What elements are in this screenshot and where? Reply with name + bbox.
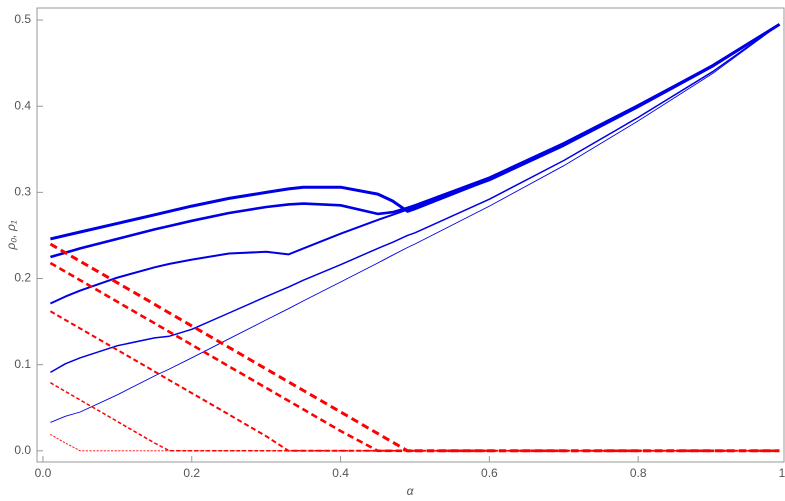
y-tick-label: 0.3 xyxy=(14,185,31,199)
y-tick-label: 0.1 xyxy=(14,357,31,371)
data-line xyxy=(50,434,780,452)
data-line xyxy=(49,310,780,452)
x-tick-label: 0.2 xyxy=(183,466,200,480)
y-tick-label: 0.0 xyxy=(14,443,31,457)
data-line xyxy=(50,23,780,374)
y-tick-label: 0.4 xyxy=(14,98,31,112)
data-line xyxy=(49,242,780,453)
data-line xyxy=(50,24,780,423)
y-tick-label: 0.2 xyxy=(14,271,31,285)
data-line xyxy=(49,261,780,453)
data-line xyxy=(50,382,780,452)
x-tick-label: 0.0 xyxy=(35,466,52,480)
x-axis-label: α xyxy=(407,484,415,498)
data-line xyxy=(49,23,781,305)
x-tick-label: 1.0 xyxy=(779,466,785,480)
data-line xyxy=(50,23,781,259)
x-tick-label: 0.8 xyxy=(630,466,647,480)
y-axis-label: ρ₀, ρ₁ xyxy=(4,220,18,250)
y-tick-label: 0.5 xyxy=(14,12,31,26)
x-tick-label: 0.6 xyxy=(481,466,498,480)
plot-frame xyxy=(36,7,785,463)
x-tick-label: 0.4 xyxy=(332,466,349,480)
